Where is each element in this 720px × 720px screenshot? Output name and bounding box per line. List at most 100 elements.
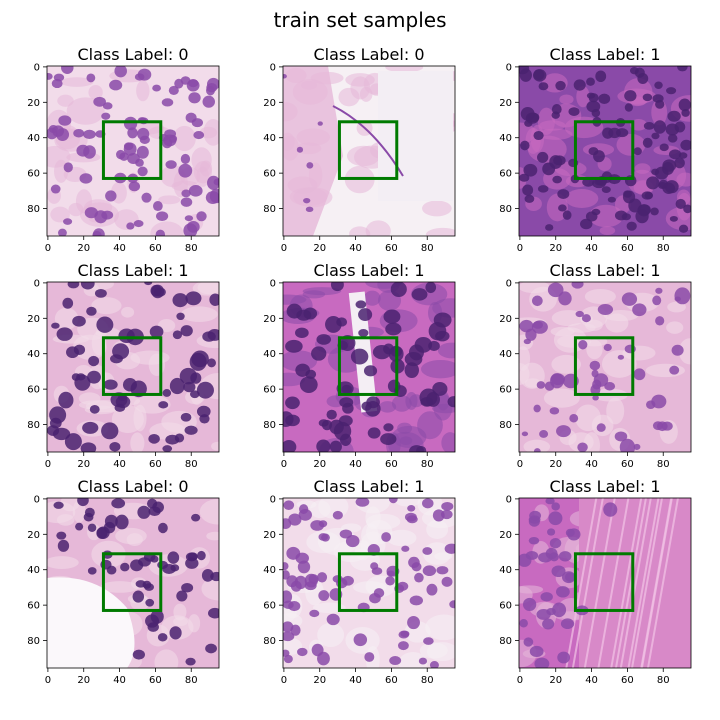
x-tick-label: 0	[517, 459, 523, 470]
center-region-box	[573, 120, 635, 180]
y-tick-label: 40	[27, 565, 40, 576]
sample-panel: Class Label: 1 0 0 20 20 40 40 60 60 80 80	[499, 45, 692, 254]
x-tick-label: 80	[657, 243, 670, 254]
tissue-image	[47, 498, 219, 668]
panel-title: Class Label: 1	[314, 477, 425, 496]
x-tick-label: 20	[549, 243, 562, 254]
tissue-image	[519, 498, 691, 668]
tissue-image	[519, 66, 691, 236]
x-tick-label: 60	[621, 243, 634, 254]
x-tick-label: 0	[517, 675, 523, 686]
x-tick-label: 40	[349, 459, 362, 470]
axes-frame	[46, 65, 220, 237]
y-tick-label: 60	[27, 601, 40, 612]
y-tick-label: 80	[27, 204, 40, 215]
x-tick-label: 40	[113, 243, 126, 254]
y-tick-label: 20	[499, 314, 512, 325]
y-tick-label: 60	[27, 169, 40, 180]
sample-panel: Class Label: 1 0 0 20 20 40 40 60 60 80 80	[263, 477, 456, 686]
tissue-image	[283, 282, 455, 452]
panel-title: Class Label: 0	[78, 477, 189, 496]
x-tick-label: 60	[385, 675, 398, 686]
center-region-box	[337, 336, 399, 396]
y-tick-label: 80	[499, 420, 512, 431]
center-region-box	[101, 120, 163, 180]
x-tick-label: 60	[149, 459, 162, 470]
y-tick-label: 80	[27, 636, 40, 647]
y-tick-label: 60	[263, 385, 276, 396]
x-tick-label: 80	[657, 459, 670, 470]
sample-panel: Class Label: 1 0 0 20 20 40 40 60 60 80 80	[499, 261, 692, 470]
x-tick-label: 0	[281, 459, 287, 470]
y-tick-label: 0	[506, 278, 512, 289]
x-tick-label: 0	[45, 459, 51, 470]
panel-title: Class Label: 1	[550, 261, 661, 280]
x-tick-label: 0	[517, 243, 523, 254]
x-tick-label: 40	[349, 243, 362, 254]
y-tick-label: 40	[499, 349, 512, 360]
x-tick-label: 20	[549, 459, 562, 470]
x-tick-label: 40	[113, 675, 126, 686]
y-tick-label: 60	[499, 385, 512, 396]
y-tick-label: 80	[263, 420, 276, 431]
x-tick-label: 0	[281, 675, 287, 686]
y-tick-label: 40	[263, 349, 276, 360]
y-tick-label: 60	[263, 601, 276, 612]
y-tick-label: 20	[27, 98, 40, 109]
panel-title: Class Label: 0	[78, 45, 189, 64]
y-tick-label: 80	[263, 636, 276, 647]
x-tick-label: 80	[185, 675, 198, 686]
axes-frame	[282, 65, 456, 237]
y-tick-label: 20	[263, 98, 276, 109]
sample-panel: Class Label: 1 0 0 20 20 40 40 60 60 80 80	[27, 261, 220, 470]
y-tick-label: 20	[499, 98, 512, 109]
y-tick-label: 20	[499, 530, 512, 541]
x-tick-label: 20	[313, 243, 326, 254]
axes-frame	[282, 497, 456, 669]
center-region-box	[101, 552, 163, 612]
center-region-box	[573, 552, 635, 612]
y-tick-label: 40	[499, 565, 512, 576]
x-tick-label: 0	[281, 243, 287, 254]
y-tick-label: 0	[34, 62, 40, 73]
tissue-image	[47, 66, 219, 236]
x-tick-label: 80	[421, 243, 434, 254]
panel-title: Class Label: 1	[550, 45, 661, 64]
axes-frame	[282, 281, 456, 453]
y-tick-label: 80	[263, 204, 276, 215]
y-tick-label: 0	[270, 494, 276, 505]
y-tick-label: 0	[506, 494, 512, 505]
panel-title: Class Label: 1	[550, 477, 661, 496]
y-tick-label: 60	[499, 169, 512, 180]
y-tick-label: 80	[499, 636, 512, 647]
x-tick-label: 40	[113, 459, 126, 470]
axes-frame	[518, 65, 692, 237]
y-tick-label: 80	[27, 420, 40, 431]
tissue-image	[283, 498, 455, 668]
x-tick-label: 40	[585, 675, 598, 686]
x-tick-label: 60	[621, 459, 634, 470]
y-tick-label: 60	[27, 385, 40, 396]
x-tick-label: 20	[77, 243, 90, 254]
center-region-box	[337, 120, 399, 180]
tissue-image	[519, 282, 691, 452]
tissue-image	[283, 66, 455, 236]
y-tick-label: 0	[34, 494, 40, 505]
x-tick-label: 80	[185, 243, 198, 254]
y-tick-label: 40	[27, 133, 40, 144]
center-region-box	[337, 552, 399, 612]
axes-frame	[518, 281, 692, 453]
y-tick-label: 40	[27, 349, 40, 360]
y-tick-label: 80	[499, 204, 512, 215]
y-tick-label: 60	[263, 169, 276, 180]
y-tick-label: 0	[506, 62, 512, 73]
sample-panel: Class Label: 0 0 0 20 20 40 40 60 60 80 80	[27, 45, 220, 254]
x-tick-label: 60	[149, 675, 162, 686]
center-region-box	[101, 336, 163, 396]
y-tick-label: 40	[263, 565, 276, 576]
y-tick-label: 0	[270, 278, 276, 289]
x-tick-label: 80	[657, 675, 670, 686]
figure-title: train set samples	[273, 8, 447, 32]
panel-title: Class Label: 1	[78, 261, 189, 280]
center-region-box	[573, 336, 635, 396]
